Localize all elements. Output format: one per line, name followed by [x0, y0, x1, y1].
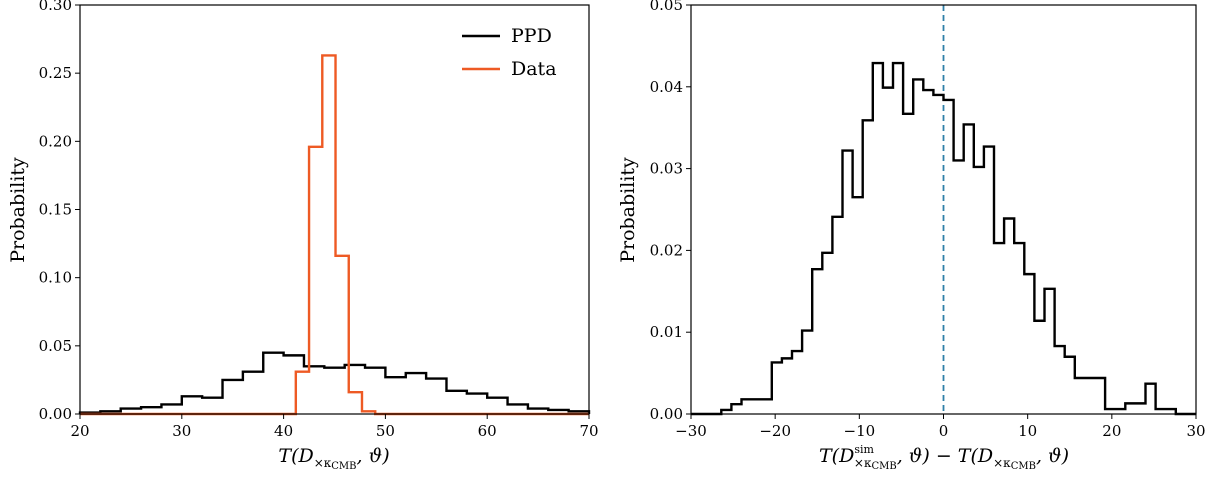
right-y-axis-label: Probability: [617, 157, 639, 263]
left-x-tick-label: 50: [376, 422, 395, 440]
left-y-ticks: 0.00 0.05 0.10 0.15 0.20 0.25 0.30: [39, 0, 80, 423]
right-x-tick-label: 20: [1102, 422, 1121, 440]
right-y-tick-label: 0.03: [650, 160, 683, 178]
legend-label-data: Data: [511, 58, 557, 80]
legend-label-ppd: PPD: [511, 25, 552, 47]
right-x-axis-label: T(Dsim ×κCMB, ϑ) − T(D×κCMB, ϑ): [819, 443, 1069, 472]
right-x-tick-label: 0: [939, 422, 949, 440]
left-y-axis-label: Probability: [7, 157, 29, 263]
right-plot-area: [691, 5, 1196, 416]
left-histogram-ppd: [78, 351, 591, 414]
left-chart: 20 30 40 50 60 70 0.00 0.05 0.10 0.15 0.20 0.25 0.3…: [7, 0, 599, 472]
left-x-tick-label: 60: [478, 422, 497, 440]
left-legend: PPD Data: [462, 25, 557, 80]
right-x-tick-label: 30: [1186, 422, 1205, 440]
right-x-tick-label: −30: [675, 422, 707, 440]
left-y-tick-label: 0.25: [39, 64, 72, 82]
left-y-tick-label: 0.00: [39, 405, 72, 423]
left-x-tick-label: 70: [579, 422, 598, 440]
right-y-ticks: 0.00 0.01 0.02 0.03 0.04 0.05: [650, 0, 691, 423]
right-histogram-series-0: [691, 61, 1196, 416]
right-y-tick-label: 0.04: [650, 78, 683, 96]
left-x-tick-label: 40: [274, 422, 293, 440]
left-x-tick-label: 30: [172, 422, 191, 440]
right-y-tick-label: 0.01: [650, 323, 683, 341]
left-x-tick-label: 20: [70, 422, 89, 440]
right-x-tick-label: −10: [844, 422, 876, 440]
left-y-tick-label: 0.15: [39, 201, 72, 219]
right-y-tick-label: 0.00: [650, 405, 683, 423]
right-chart: −30 −20 −10 0 10 20 30 0.000.010.020.030.040.0…: [617, 0, 1206, 472]
left-x-axis-label: T(D×κCMB, ϑ): [278, 445, 389, 472]
right-y-tick-label: 0.02: [650, 241, 683, 259]
left-y-tick-label: 0.30: [39, 0, 72, 14]
left-x-ticks: 20 30 40 50 60 70: [70, 414, 599, 440]
left-plot-area: [78, 54, 591, 416]
left-y-tick-label: 0.20: [39, 132, 72, 150]
right-x-tick-label: −20: [759, 422, 791, 440]
right-x-tick-label: 10: [1018, 422, 1037, 440]
left-histogram-data: [80, 54, 589, 416]
right-y-tick-label: 0.05: [650, 0, 683, 14]
left-y-tick-label: 0.10: [39, 269, 72, 287]
left-y-tick-label: 0.05: [39, 337, 72, 355]
right-x-ticks: −30 −20 −10 0 10 20 30: [675, 414, 1206, 440]
